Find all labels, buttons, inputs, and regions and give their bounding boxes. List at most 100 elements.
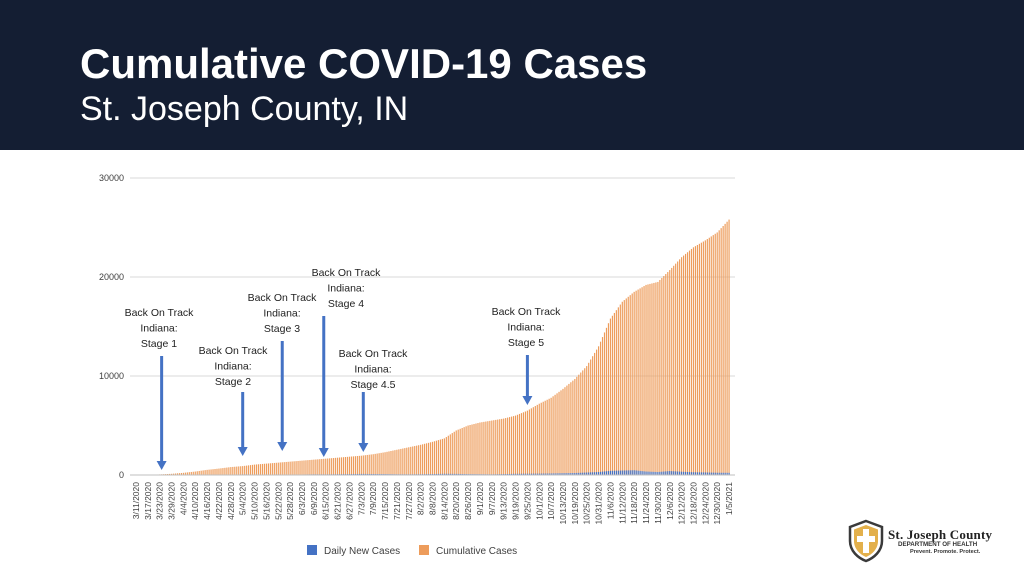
daily-bar <box>356 473 358 475</box>
cumulative-bar <box>586 366 588 475</box>
cumulative-bar <box>176 473 179 475</box>
x-tick-label: 10/13/2020 <box>558 482 568 525</box>
x-tick-label: 4/28/2020 <box>226 482 236 520</box>
cumulative-bar <box>629 295 631 475</box>
cumulative-bar <box>242 466 244 475</box>
cumulative-bar <box>505 418 507 475</box>
daily-bar <box>364 473 366 475</box>
cumulative-bar <box>728 219 730 475</box>
cumulative-bar <box>422 444 424 475</box>
cumulative-bar <box>471 424 473 475</box>
cumulative-bar <box>202 470 204 475</box>
cumulative-bar <box>512 416 515 475</box>
daily-bar <box>659 471 661 475</box>
cumulative-bar <box>688 250 691 475</box>
daily-bar <box>615 470 617 475</box>
cumulative-bar <box>615 310 617 475</box>
cumulative-bar <box>423 443 426 475</box>
x-tick-label: 10/7/2020 <box>546 482 556 520</box>
page-subtitle: St. Joseph County, IN <box>80 90 409 128</box>
cumulative-bar <box>392 450 394 475</box>
annotation-text: Stage 5 <box>508 337 544 349</box>
daily-bar <box>651 471 653 475</box>
x-tick-label: 9/1/2020 <box>475 482 485 515</box>
annotation-text: Indiana: <box>327 283 364 295</box>
cumulative-bar <box>566 385 568 475</box>
cumulative-bar <box>611 315 614 475</box>
cumulative-bar <box>686 252 689 475</box>
cumulative-bar <box>554 394 556 475</box>
daily-bar <box>443 473 445 475</box>
cumulative-bar <box>362 455 364 475</box>
x-tick-label: 8/20/2020 <box>451 482 461 520</box>
daily-bar <box>536 473 538 475</box>
daily-bar <box>524 473 527 475</box>
annotation-text: Indiana: <box>507 322 544 334</box>
cumulative-bar <box>248 465 250 475</box>
cumulative-bar <box>437 440 440 475</box>
cumulative-bar <box>250 465 252 475</box>
cumulative-bar <box>633 291 635 475</box>
cumulative-bar <box>170 473 173 475</box>
daily-bar <box>514 473 517 475</box>
cumulative-bar <box>663 276 665 475</box>
cumulative-bar <box>485 421 487 475</box>
annotation-arrowhead <box>358 443 369 452</box>
daily-bar <box>649 471 651 475</box>
legend-swatch <box>419 545 429 555</box>
daily-bar <box>534 473 536 475</box>
cumulative-bar <box>700 242 702 475</box>
daily-bar <box>605 471 608 475</box>
cumulative-bar <box>671 267 673 475</box>
cumulative-bar <box>718 230 720 475</box>
cumulative-bar <box>174 473 177 475</box>
x-tick-label: 9/25/2020 <box>522 482 532 520</box>
daily-bar <box>657 472 659 475</box>
cumulative-bar <box>578 374 580 475</box>
x-tick-labels: 3/11/2020 3/17/2020 3/23/2020 3/29/2020 4/4/… <box>131 482 734 525</box>
cumulative-bar <box>540 402 542 475</box>
cumulative-bar <box>497 419 499 475</box>
annotation-text: Indiana: <box>214 361 251 373</box>
cumulative-bar <box>576 376 578 475</box>
cumulative-bar <box>291 461 293 475</box>
x-tick-label: 11/12/2020 <box>617 482 627 524</box>
cumulative-bar <box>522 412 525 475</box>
daily-bar <box>617 470 619 475</box>
cumulative-bar <box>639 288 641 475</box>
daily-bar <box>720 472 722 475</box>
cumulative-bar <box>340 457 343 475</box>
daily-bar <box>596 472 598 475</box>
x-tick-label: 8/14/2020 <box>439 482 449 520</box>
x-tick-label: 12/12/2020 <box>677 482 687 525</box>
daily-bar <box>698 472 701 475</box>
daily-bar <box>639 470 641 475</box>
cumulative-bar <box>319 459 321 475</box>
daily-bar <box>696 472 699 475</box>
daily-bar <box>677 471 679 475</box>
cumulative-bar <box>712 235 714 475</box>
x-tick-label: 4/10/2020 <box>190 482 200 520</box>
x-tick-label: 9/7/2020 <box>487 482 497 515</box>
legend-swatch <box>307 545 317 555</box>
x-tick-label: 6/9/2020 <box>309 482 319 515</box>
cumulative-bar <box>590 359 592 475</box>
cumulative-bar <box>546 399 548 475</box>
daily-bar <box>532 473 534 475</box>
cumulative-bar <box>592 356 594 475</box>
annotation-text: Indiana: <box>354 364 391 376</box>
daily-bar <box>370 473 372 475</box>
cumulative-bar <box>710 236 712 475</box>
cumulative-bar <box>507 417 509 475</box>
daily-bar <box>528 473 530 475</box>
daily-bar <box>366 473 368 475</box>
daily-bar <box>722 472 724 475</box>
cumulative-bar <box>574 378 576 475</box>
daily-bar <box>453 473 455 475</box>
cumulative-bar <box>396 449 398 475</box>
cumulative-bar <box>358 455 360 475</box>
daily-bar <box>706 472 708 475</box>
daily-bar <box>574 473 576 475</box>
cumulative-bar <box>722 226 724 475</box>
daily-bar <box>510 473 513 475</box>
